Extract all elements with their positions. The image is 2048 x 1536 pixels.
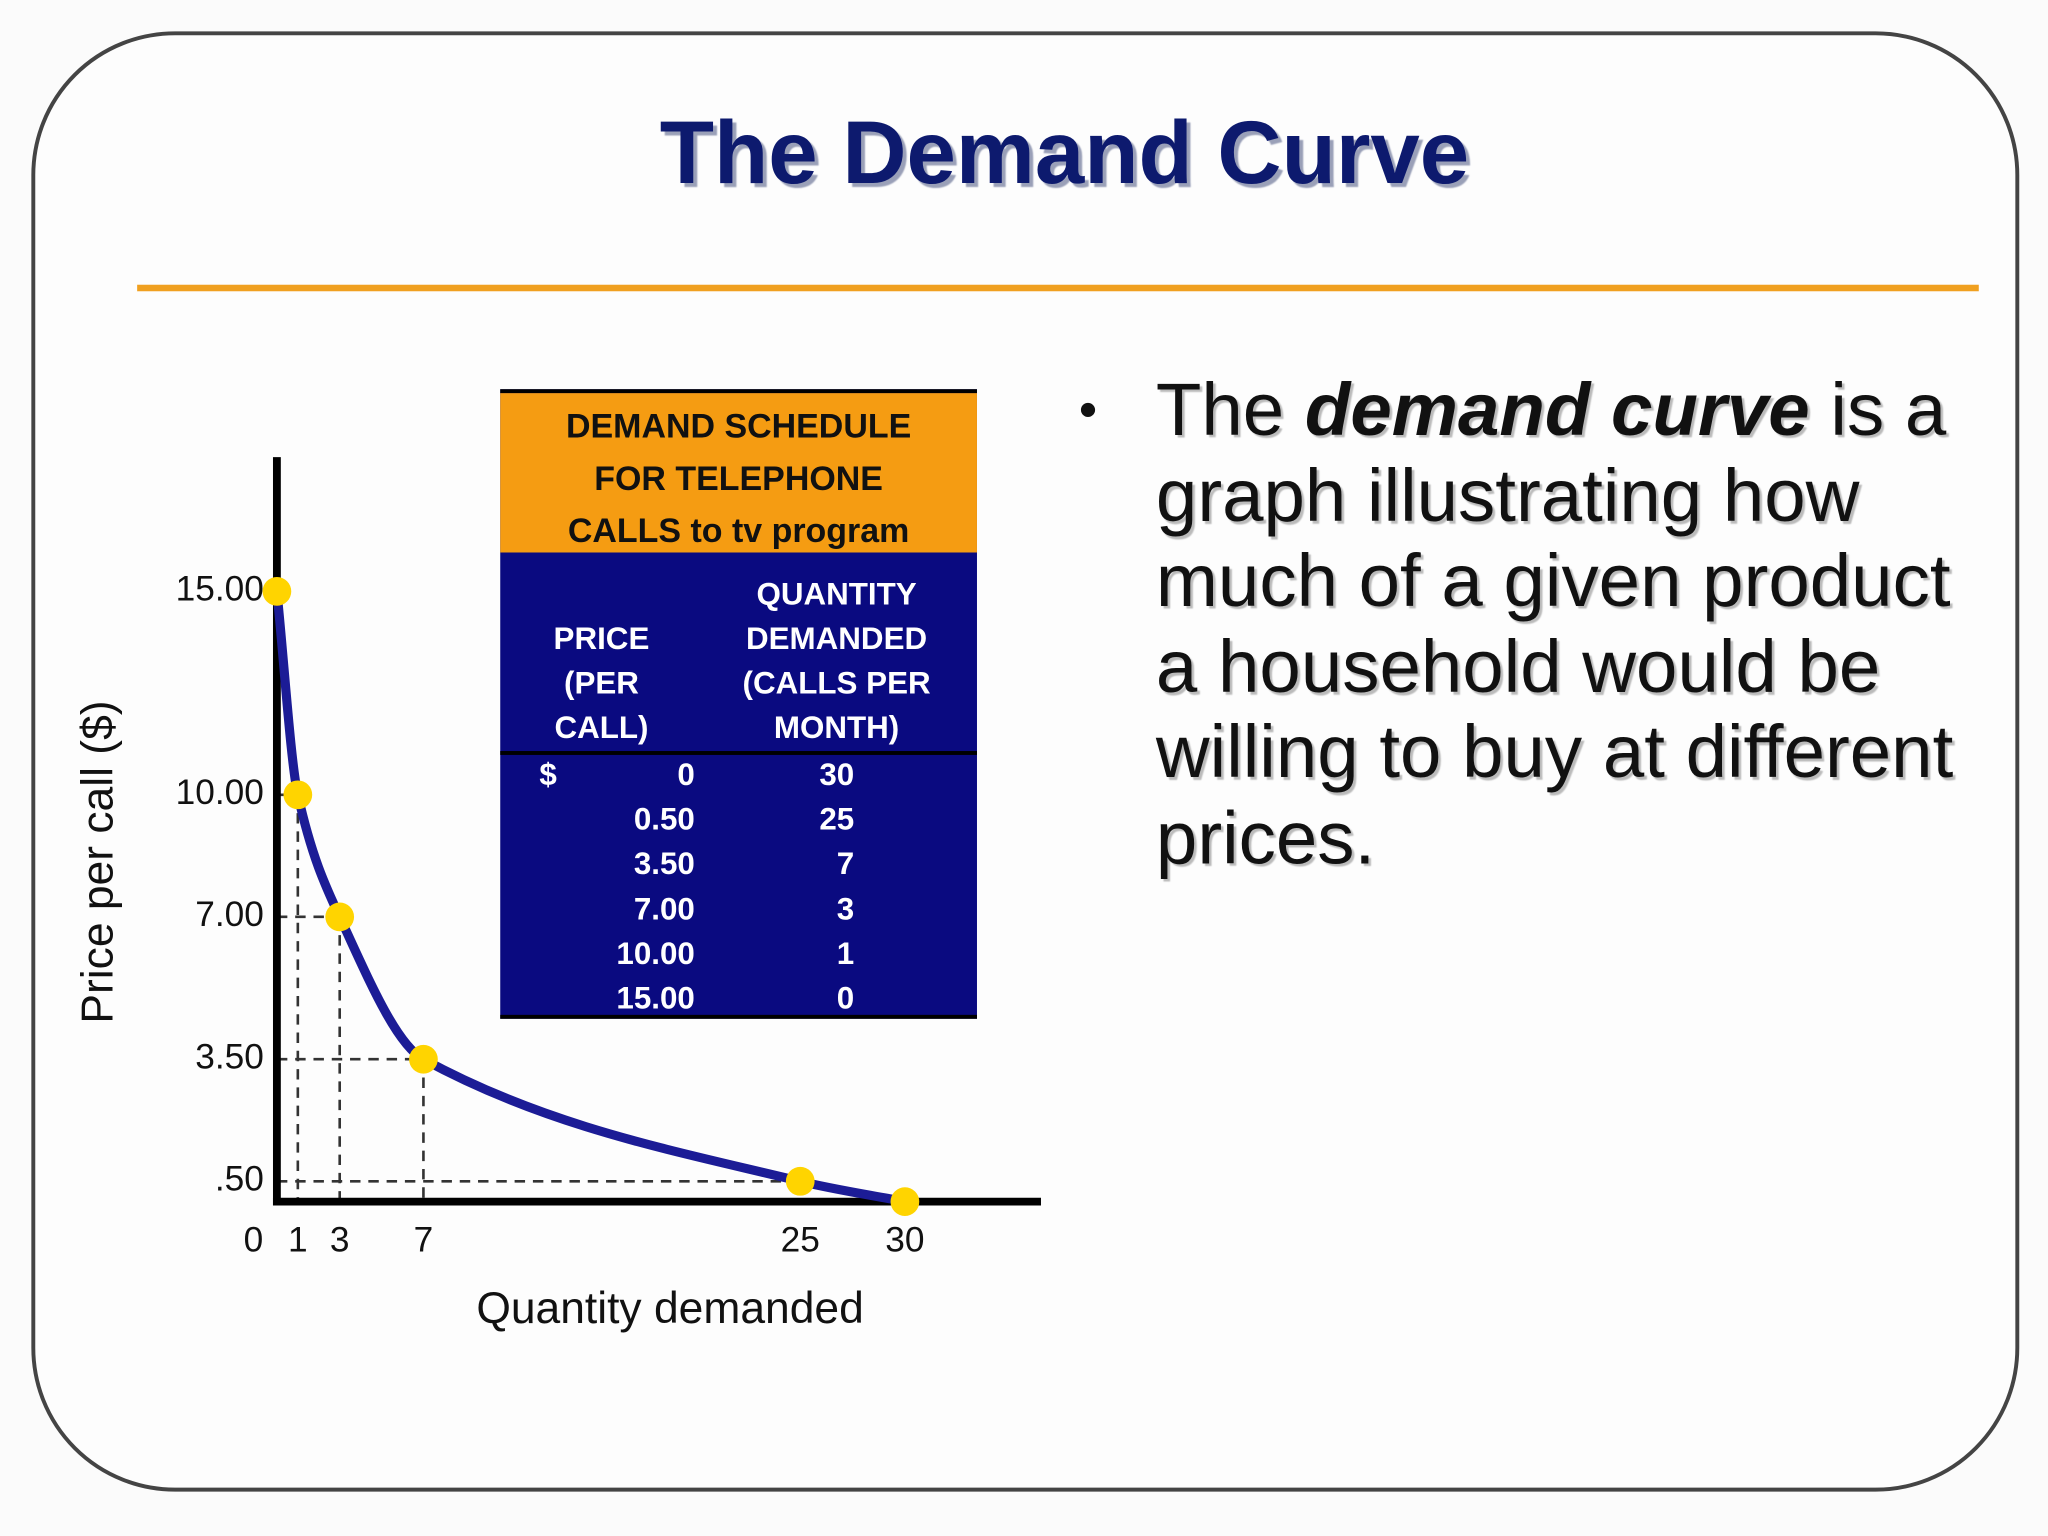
x-tick-label: 3	[330, 1220, 350, 1259]
price-cell: 3.50	[633, 846, 695, 883]
demand-table: DEMAND SCHEDULE FOR TELEPHONE CALLS to tv …	[500, 389, 977, 1019]
x-tick-label: 25	[781, 1220, 820, 1259]
quantity-cell: 3	[836, 891, 855, 927]
quantity-cell: 0	[836, 980, 855, 1017]
bullet-after: is a graph illustrating how much of a gi…	[1155, 368, 1954, 880]
column-header-line: (CALLS PER	[742, 666, 931, 702]
currency-sign: $	[539, 757, 557, 793]
x-tick-label: 30	[885, 1220, 924, 1259]
data-point	[283, 780, 313, 810]
price-cell: 10.00	[616, 936, 695, 972]
data-point	[890, 1187, 920, 1216]
price-cell: 15.00	[616, 980, 695, 1017]
bullet-emphasis: demand curve	[1304, 368, 1810, 452]
data-point	[785, 1166, 815, 1196]
column-header: PRICE (PER CALL)	[526, 618, 676, 751]
quantity-cell: 7	[836, 846, 855, 883]
slide-frame	[31, 31, 2020, 1492]
data-point	[262, 577, 292, 606]
x-axis-title: Quantity demanded	[476, 1284, 863, 1333]
header-line: DEMAND SCHEDULE	[565, 406, 912, 446]
price-cell: 0.50	[633, 802, 695, 838]
price-cell: 7.00	[633, 891, 695, 927]
price-cell: 0	[677, 757, 695, 793]
table-header: DEMAND SCHEDULE FOR TELEPHONE CALLS to tv …	[500, 393, 977, 553]
x-tick-label: 0	[244, 1220, 264, 1259]
x-tick-label: 1	[288, 1220, 308, 1259]
y-tick-label: 3.50	[195, 1038, 264, 1077]
table-separator	[500, 751, 977, 755]
y-tick-label: 7.00	[195, 895, 264, 934]
column-header-line: DEMANDED	[745, 621, 928, 657]
bullet-before: The	[1155, 368, 1285, 452]
header-line: FOR TELEPHONE	[594, 458, 883, 498]
data-point	[325, 902, 355, 932]
y-tick-label: .50	[215, 1160, 264, 1199]
quantity-cell: 30	[819, 757, 855, 793]
title-rule	[137, 284, 1979, 292]
bullet-dot: •	[1078, 381, 1098, 439]
data-point	[409, 1044, 438, 1074]
y-axis-title: Price per call ($)	[73, 700, 122, 1023]
header-line: CALLS to tv program	[567, 510, 910, 550]
column-header-line: CALL)	[554, 710, 649, 746]
column-header-line: MONTH)	[773, 710, 900, 746]
quantity-cell: 25	[819, 802, 855, 838]
y-tick-label: 10.00	[176, 773, 264, 812]
x-tick-label: 7	[414, 1220, 434, 1259]
y-tick-label: 15.00	[176, 570, 264, 609]
column-header-line: (PER	[564, 666, 639, 702]
quantity-cell: 1	[836, 936, 855, 972]
column-header: QUANTITY DEMANDED (CALLS PER MONTH)	[709, 573, 964, 751]
column-header-line: PRICE	[553, 621, 650, 657]
bullet-text: The demand curve is a graph illustrating…	[1156, 368, 1966, 881]
slide-title: The Demand Curve	[659, 103, 1470, 203]
column-header-line: QUANTITY	[756, 577, 917, 613]
